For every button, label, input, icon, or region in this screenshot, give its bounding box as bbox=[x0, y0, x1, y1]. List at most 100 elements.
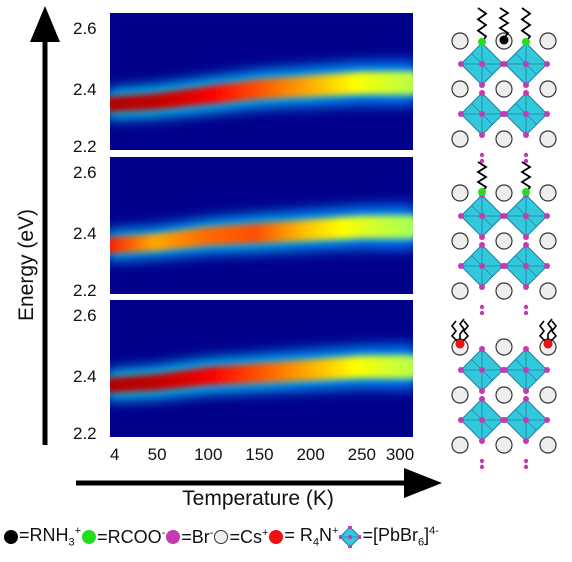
quaternary-ammonium-group bbox=[543, 339, 553, 349]
bromide-atom bbox=[458, 367, 464, 373]
heatmap-panel-bottom: 2.2 2.4 2.6 bbox=[73, 300, 413, 443]
ligand-chain bbox=[476, 161, 488, 193]
heatmap-panel-middle: 2.2 2.4 2.6 bbox=[73, 157, 413, 300]
bromide-atom bbox=[479, 304, 485, 310]
band-core bbox=[407, 215, 413, 240]
bromide-atom bbox=[458, 263, 464, 269]
bromide-atom bbox=[479, 158, 485, 164]
emission-band bbox=[110, 344, 413, 400]
ligand-chain bbox=[458, 318, 466, 344]
pbbr6-octahedron bbox=[502, 242, 550, 290]
band-core bbox=[407, 71, 413, 96]
cesium-atom bbox=[495, 232, 513, 250]
y-tick-label: 2.4 bbox=[73, 80, 97, 99]
legend-item: =RCOO- bbox=[82, 527, 165, 548]
lattice-schematic bbox=[450, 318, 558, 470]
cesium-atom bbox=[451, 386, 469, 404]
bromide-atom bbox=[502, 263, 508, 269]
bromide-atom bbox=[523, 284, 529, 290]
cesium-atom bbox=[495, 282, 513, 300]
bromide-atom bbox=[523, 310, 529, 316]
y-tick-label: 2.4 bbox=[73, 224, 97, 243]
y-tick-label: 2.6 bbox=[73, 163, 97, 182]
cesium-atom bbox=[495, 386, 513, 404]
x-tick-label: 300 bbox=[386, 445, 414, 464]
y-axis-arrowhead bbox=[30, 6, 60, 42]
bromide-atom bbox=[479, 132, 485, 138]
octahedron-icon bbox=[339, 526, 362, 548]
bromide-atom bbox=[479, 458, 485, 464]
bromide-atom bbox=[523, 438, 529, 444]
y-tick-label: 2.6 bbox=[73, 306, 97, 325]
cesium-atom bbox=[451, 184, 469, 202]
legend-label: =Br- bbox=[181, 526, 214, 547]
bromide-atom bbox=[523, 464, 529, 470]
ligand-chain bbox=[547, 320, 558, 345]
legend-item: =RNH3+ bbox=[4, 525, 81, 549]
cesium-atom bbox=[495, 130, 513, 148]
cesium-atom bbox=[539, 386, 557, 404]
ammonium-group bbox=[499, 35, 509, 45]
cesium-atom bbox=[495, 436, 513, 454]
bromide-atom bbox=[523, 61, 529, 67]
pbbr6-octahedron bbox=[502, 90, 550, 138]
cesium-atom bbox=[539, 232, 557, 250]
bromide-atom bbox=[523, 82, 529, 88]
legend-swatch bbox=[82, 530, 97, 544]
band-core bbox=[407, 354, 413, 379]
pbbr6-octahedron bbox=[502, 396, 550, 444]
bromide-atom bbox=[479, 310, 485, 316]
bromide-atom bbox=[523, 242, 529, 248]
cesium-atom bbox=[539, 282, 557, 300]
x-tick-labels: 4 50 100 150 200 250 300 bbox=[110, 445, 414, 464]
ligand-chain bbox=[520, 7, 532, 43]
bromide-atom bbox=[479, 213, 485, 219]
bromide-atom bbox=[544, 213, 550, 219]
bromide-atom bbox=[523, 388, 529, 394]
cesium-atom bbox=[451, 130, 469, 148]
bromide-atom bbox=[523, 152, 529, 158]
cesium-atom bbox=[495, 80, 513, 98]
bromide-atom bbox=[523, 213, 529, 219]
legend-swatch bbox=[4, 530, 18, 544]
quaternary-ammonium-group bbox=[455, 339, 465, 349]
pbbr6-octahedron bbox=[502, 346, 550, 394]
bromide-atom bbox=[544, 417, 550, 423]
bromide-atom bbox=[479, 111, 485, 117]
bromide-atom bbox=[502, 417, 508, 423]
ligand-chain bbox=[476, 7, 488, 43]
bromide-atom bbox=[544, 367, 550, 373]
cesium-atom bbox=[539, 184, 557, 202]
cesium-atom bbox=[539, 32, 557, 50]
cesium-atom bbox=[451, 232, 469, 250]
lattice-schematic bbox=[451, 7, 557, 164]
bromide-atom bbox=[523, 417, 529, 423]
bromide-atom bbox=[523, 263, 529, 269]
bromide-atom bbox=[523, 304, 529, 310]
x-tick-label: 150 bbox=[245, 445, 273, 464]
cesium-atom bbox=[539, 436, 557, 454]
bromide-atom bbox=[523, 111, 529, 117]
bromide-atom bbox=[544, 263, 550, 269]
ligand-chain bbox=[498, 7, 510, 39]
bromide-atom bbox=[502, 367, 508, 373]
bromide-atom bbox=[544, 111, 550, 117]
legend-swatch bbox=[269, 530, 284, 544]
pbbr6-octahedron bbox=[458, 192, 506, 240]
bromide-atom bbox=[523, 396, 529, 402]
bromide-atom bbox=[523, 90, 529, 96]
species-legend: =RNH3+ =RCOO- =Br- =Cs+ = R4N+ =[PbBr6]4- bbox=[4, 519, 570, 555]
bromide-atom bbox=[523, 458, 529, 464]
x-tick-label: 50 bbox=[148, 445, 167, 464]
bromide-atom bbox=[479, 388, 485, 394]
lattice-schematic bbox=[451, 161, 557, 316]
cesium-atom bbox=[451, 282, 469, 300]
bromide-atom bbox=[523, 234, 529, 240]
y-axis-title: Energy (eV) bbox=[15, 209, 38, 321]
bromide-atom bbox=[479, 396, 485, 402]
ligand-chain bbox=[450, 320, 461, 345]
heatmap-panel-top: 2.2 2.4 2.6 bbox=[73, 13, 413, 156]
pbbr6-octahedron bbox=[502, 40, 550, 88]
pbbr6-octahedron bbox=[458, 90, 506, 138]
